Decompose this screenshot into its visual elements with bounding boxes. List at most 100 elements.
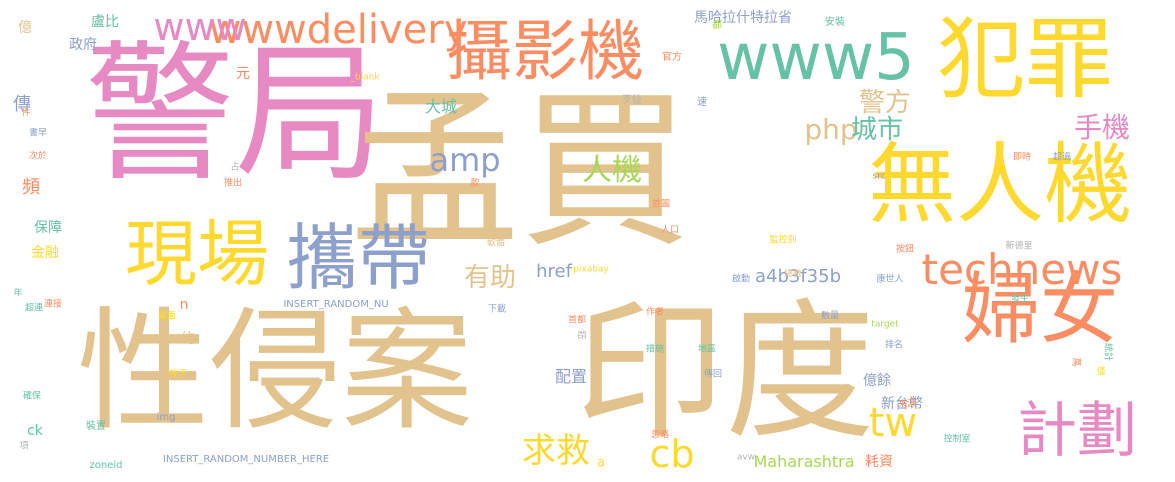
word: 約 xyxy=(181,331,195,347)
word: 犯罪 xyxy=(936,8,1114,111)
word: 印度 xyxy=(574,286,876,460)
word: 歹徒 xyxy=(622,95,642,106)
word: 速 xyxy=(697,97,707,108)
word: img xyxy=(156,412,176,423)
word: 僅 xyxy=(1096,367,1106,378)
word: 推出 xyxy=(223,178,243,189)
word: 書早 xyxy=(28,128,48,139)
word: 計劃 xyxy=(1017,396,1137,466)
word: 啟動 xyxy=(731,274,751,285)
word: 無人機 xyxy=(867,133,1133,236)
word: 連接 xyxy=(43,299,63,310)
word: 保障 xyxy=(34,220,62,236)
word: _blank xyxy=(350,72,380,83)
word: 官方 xyxy=(662,52,682,63)
word: 盧比 xyxy=(91,14,119,30)
word: 超過 xyxy=(1052,152,1072,163)
word: 地區 xyxy=(697,344,717,355)
word: target xyxy=(871,319,899,330)
word: 年 xyxy=(13,288,23,299)
word: zoneid xyxy=(89,460,123,471)
word: a xyxy=(597,455,605,471)
word: tw xyxy=(868,400,918,446)
word: 作者 xyxy=(645,307,665,318)
word: 數量 xyxy=(820,311,840,322)
word: 攝影機 xyxy=(446,13,644,90)
word: 性侵案 xyxy=(77,295,473,449)
word: 大城 xyxy=(424,97,458,116)
word: avw xyxy=(736,452,756,463)
word: 按下 xyxy=(168,369,188,380)
word: cb xyxy=(649,432,695,476)
word: 金融 xyxy=(31,245,59,261)
word: 警方 xyxy=(858,88,912,118)
word: n xyxy=(179,297,189,313)
word: ck xyxy=(27,423,43,439)
word: 求救 xyxy=(522,431,590,471)
word: 孟買 xyxy=(349,73,691,271)
word: 都 xyxy=(712,20,722,31)
word: pixabay xyxy=(573,264,609,275)
word: 新德里 xyxy=(1005,241,1033,252)
word: 傳 xyxy=(13,94,31,115)
word: technews xyxy=(921,245,1123,294)
word: 軟體 xyxy=(486,238,506,249)
word: 頻 xyxy=(22,177,40,198)
word: 畫面 xyxy=(157,311,177,322)
word: 耗資 xyxy=(865,454,893,470)
word: 排名 xyxy=(884,340,904,351)
word: 監控到 xyxy=(769,235,797,246)
word: 忽略 xyxy=(650,430,670,441)
word: wwwdelivery xyxy=(208,7,468,53)
word: INSERT_RANDOM_NU xyxy=(283,299,389,310)
word: php xyxy=(804,113,858,146)
word: amp xyxy=(429,141,501,179)
word: 馬哈拉什特拉省 xyxy=(694,10,792,26)
word: www xyxy=(153,5,247,49)
word: 元 xyxy=(236,66,250,82)
word: 確保 xyxy=(22,391,42,402)
word: 配置 xyxy=(554,367,588,386)
word: 款 xyxy=(470,178,480,189)
word: 件 xyxy=(21,108,31,119)
word: 新台幣 xyxy=(881,396,923,412)
word: 有助 xyxy=(463,263,517,293)
word: 項 xyxy=(19,441,29,452)
word: 人口 xyxy=(660,225,680,236)
word: INSERT_RANDOM_NUMBER_HERE xyxy=(162,454,330,465)
word: 政府 xyxy=(69,37,97,53)
word: 手機 xyxy=(1073,111,1131,144)
word: 首圖 xyxy=(651,199,671,210)
word: 發生 xyxy=(1010,294,1030,305)
word: 按鈕 xyxy=(895,244,915,255)
word: 占 xyxy=(230,162,240,173)
word: 現場 xyxy=(124,212,270,296)
word: 城市 xyxy=(850,115,904,145)
word: src xyxy=(872,171,886,182)
word: 次於 xyxy=(28,151,48,162)
word: www5 xyxy=(717,21,915,95)
word: 攜帶 xyxy=(285,216,431,300)
word: 裝置 xyxy=(86,421,106,432)
word: 總數 xyxy=(783,269,803,280)
word: 即時 xyxy=(1012,152,1032,163)
word: 康世人 xyxy=(876,274,904,285)
word: 安裝 xyxy=(825,17,845,28)
word: 人機 xyxy=(582,153,642,188)
word: 億 xyxy=(18,20,32,36)
word: href xyxy=(536,261,572,282)
word: 超連 xyxy=(24,303,44,314)
word: 統計 xyxy=(1102,342,1113,362)
word: 警局 xyxy=(84,28,386,202)
word: 億餘 xyxy=(863,373,891,389)
word: 下載 xyxy=(487,304,507,315)
word: a4b3f35b xyxy=(754,266,842,287)
word: Maharashtra xyxy=(753,452,855,471)
word: 鈕 xyxy=(575,330,586,340)
word: 首都 xyxy=(567,315,587,326)
word: 傳回 xyxy=(703,369,723,380)
word: 萬 xyxy=(1070,357,1081,367)
word: 控制室 xyxy=(943,434,971,445)
word: 措施 xyxy=(645,344,665,355)
